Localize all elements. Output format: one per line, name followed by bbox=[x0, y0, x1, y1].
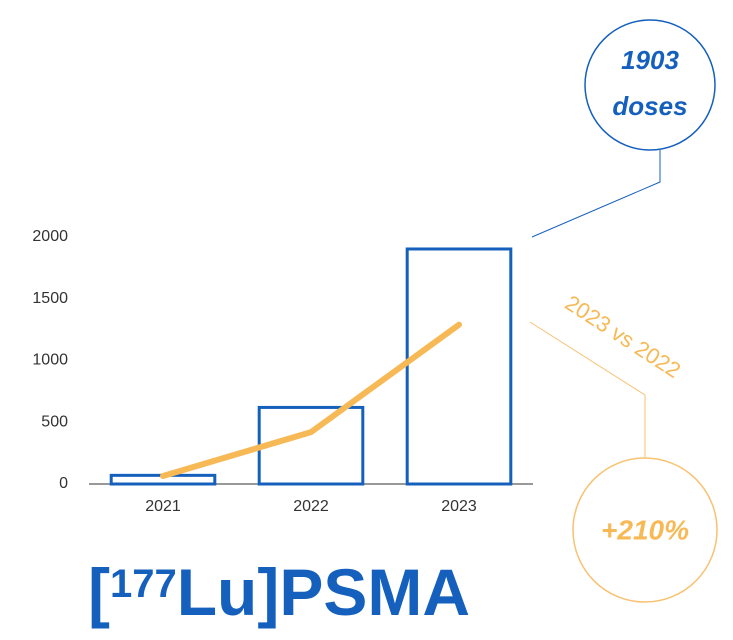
y-tick-label: 500 bbox=[41, 413, 68, 430]
bar bbox=[405, 247, 513, 486]
total-connector bbox=[531, 150, 661, 238]
comparison-label: 2023 vs 2022 bbox=[561, 290, 685, 383]
title-part: Lu]PSMA bbox=[177, 555, 470, 629]
total-value: 1903 bbox=[621, 45, 679, 75]
chart-title: [177Lu]PSMA bbox=[88, 555, 470, 629]
y-tick-label: 1500 bbox=[32, 290, 68, 307]
y-tick-label: 1000 bbox=[32, 352, 68, 369]
growth-circle bbox=[572, 457, 718, 603]
title-part: [ bbox=[88, 555, 110, 629]
growth-label: +210% bbox=[601, 514, 689, 545]
total-unit: doses bbox=[612, 91, 687, 121]
x-tick-label: 2023 bbox=[441, 498, 477, 515]
x-tick-label: 2021 bbox=[145, 498, 181, 515]
y-tick-label: 2000 bbox=[32, 228, 68, 245]
title-part: 177 bbox=[110, 562, 177, 606]
growth-connector bbox=[529, 321, 646, 458]
y-tick-label: 0 bbox=[59, 475, 68, 492]
trend-line bbox=[160, 321, 462, 479]
total-circle bbox=[584, 19, 716, 151]
x-tick-label: 2022 bbox=[293, 498, 329, 515]
